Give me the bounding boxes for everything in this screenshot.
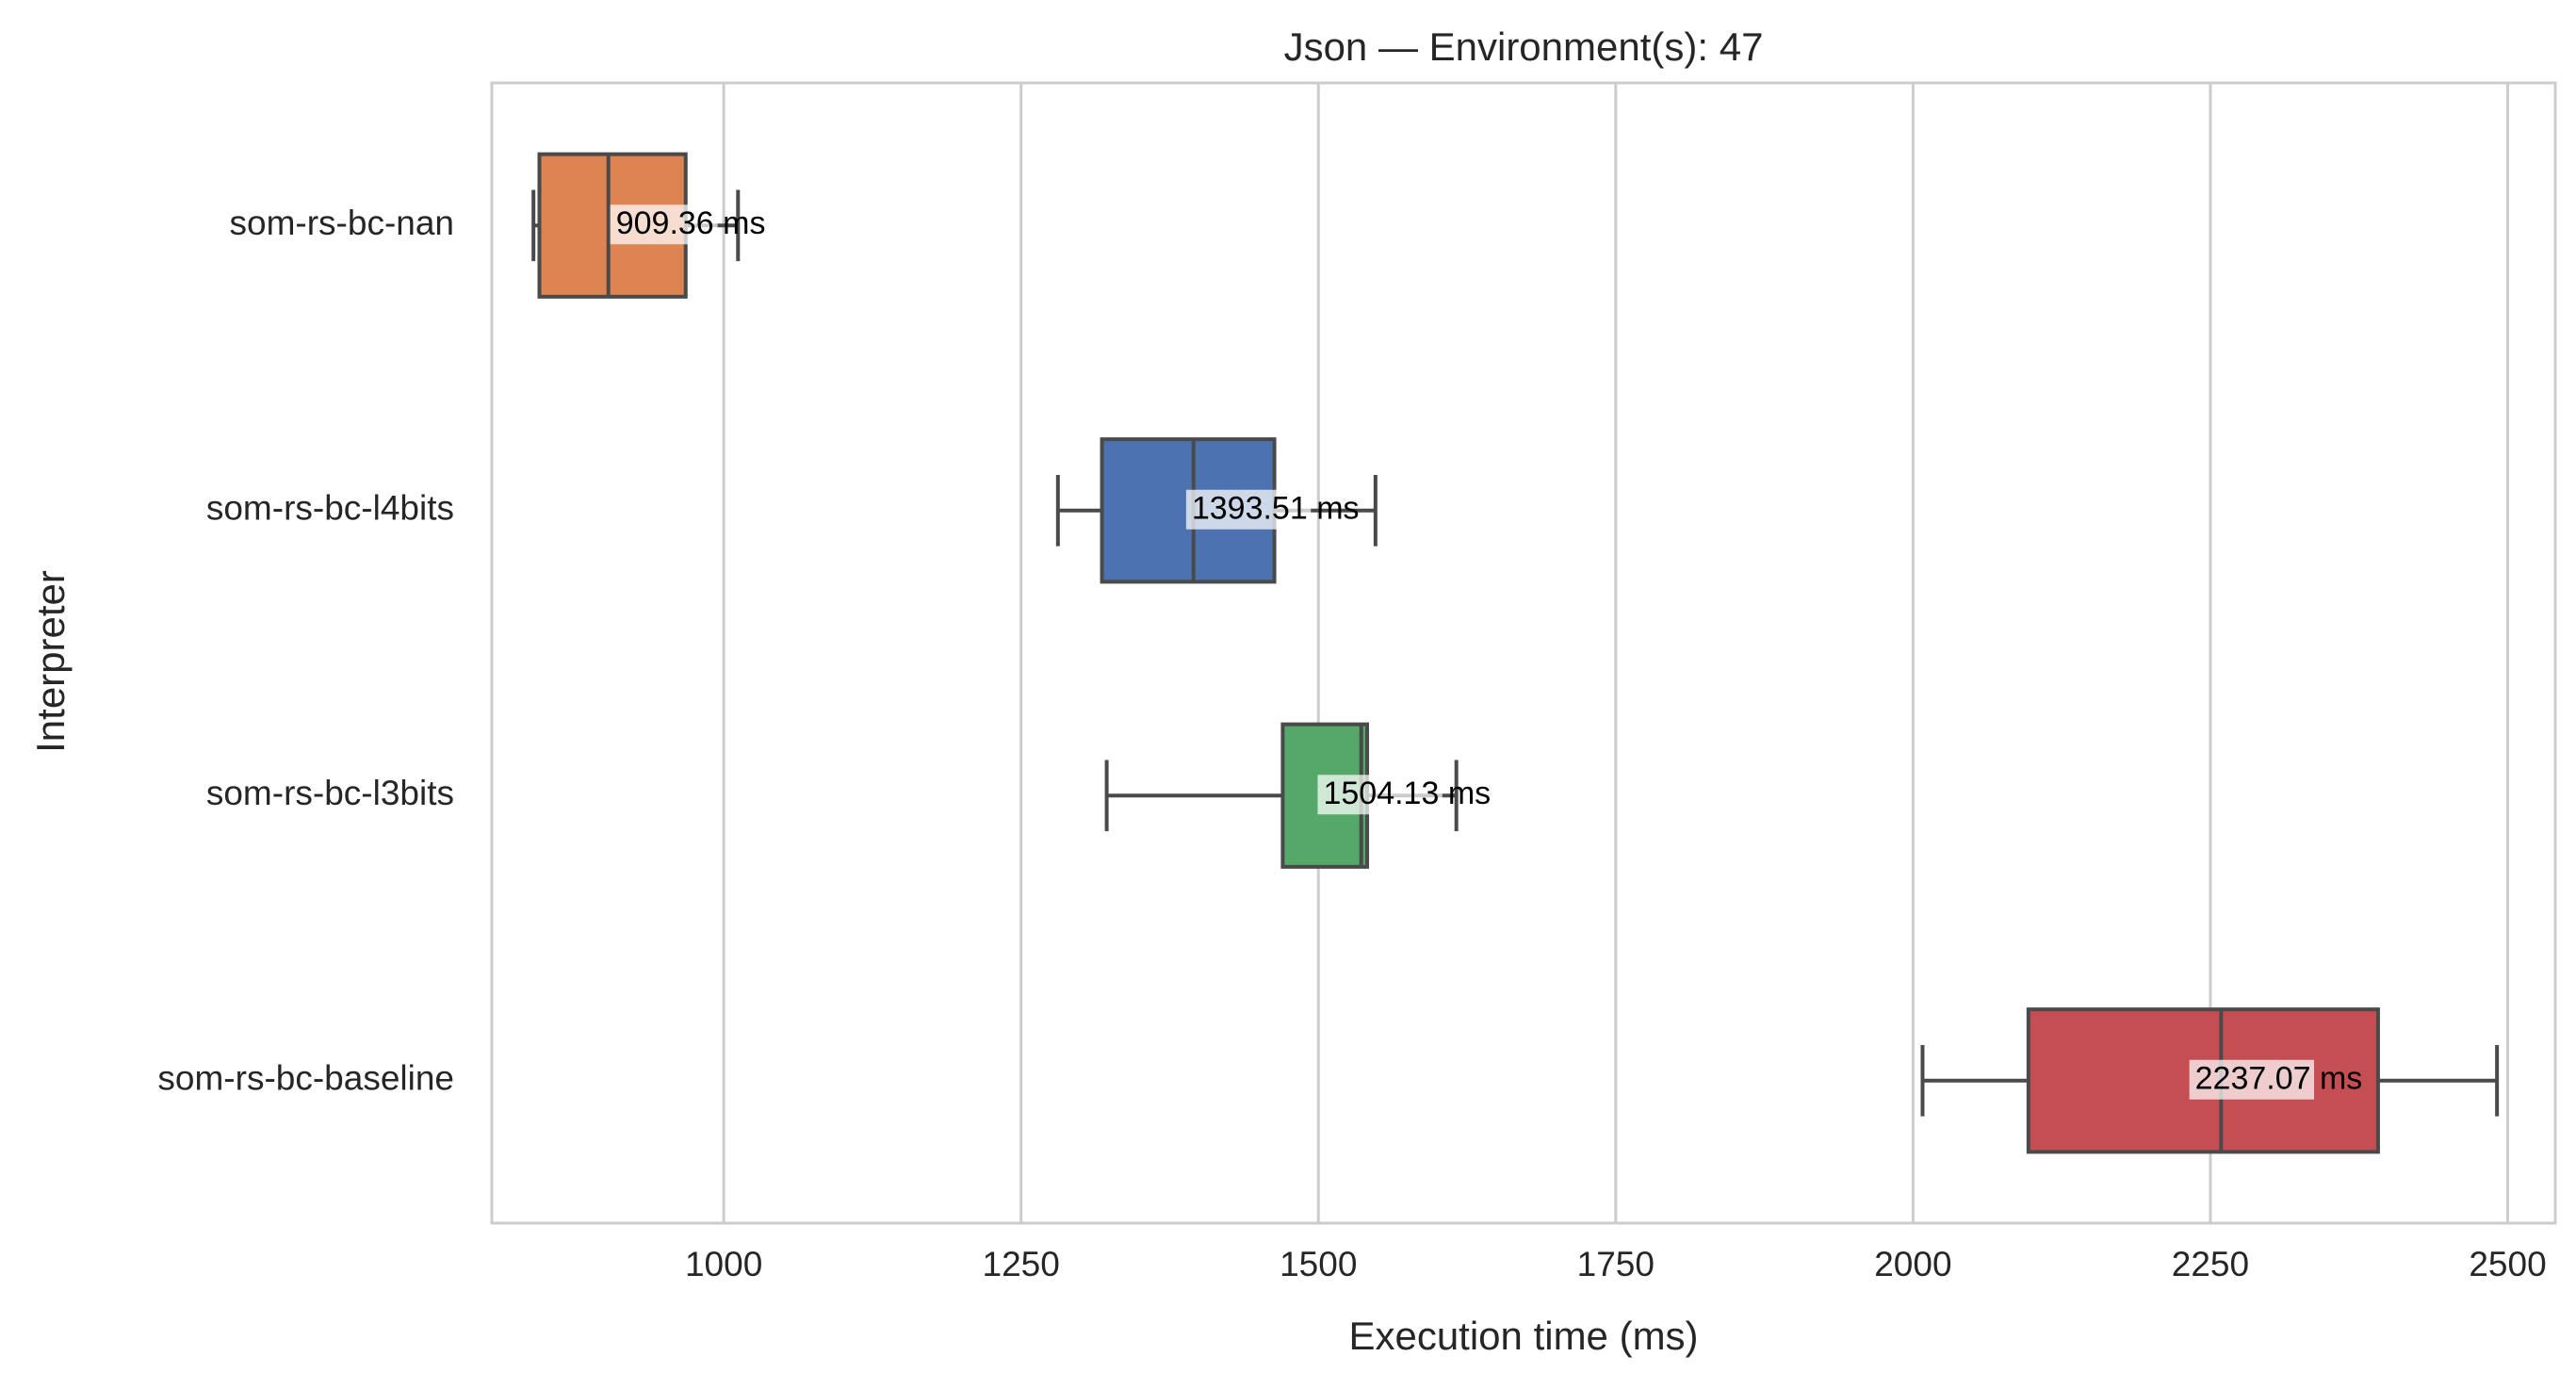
x-tick-label-1500: 1500 <box>1280 1245 1357 1283</box>
gridlines <box>722 83 2510 1223</box>
chart-title: Json — Environment(s): 47 <box>1284 25 1764 69</box>
mean-labels: 909.36 ms 1393.51 ms 1504.13 ms 2237.07 ms <box>610 204 2363 1100</box>
plot-frame <box>490 81 2557 1225</box>
y-tick-label-som-rs-bc-nan: som-rs-bc-nan <box>230 204 455 242</box>
x-axis-ticks: 1000 1250 1500 1750 2000 2250 2500 <box>685 1245 2547 1283</box>
x-axis-label: Execution time (ms) <box>1348 1314 1698 1358</box>
mean-label-background <box>610 204 718 245</box>
box-som-rs-bc-baseline <box>1920 1007 2500 1154</box>
mean-label-som-rs-bc-baseline: 2237.07 ms <box>2195 1061 2363 1097</box>
mean-label-som-rs-bc-nan: 909.36 ms <box>616 205 766 241</box>
mean-label-som-rs-bc-l4bits: 1393.51 ms <box>1192 491 1360 527</box>
y-axis-label: Interpreter <box>28 570 73 753</box>
y-axis-ticks: som-rs-bc-nan som-rs-bc-l4bits som-rs-bc-l… <box>157 204 454 1098</box>
mean-label-background <box>1185 489 1312 530</box>
mean-label-background <box>2189 1059 2314 1100</box>
x-tick-label-2000: 2000 <box>1874 1245 1951 1283</box>
x-tick-label-1000: 1000 <box>685 1245 762 1283</box>
x-tick-label-1750: 1750 <box>1577 1245 1655 1283</box>
mean-label-background <box>1317 775 1443 815</box>
mean-label-som-rs-bc-l3bits: 1504.13 ms <box>1323 776 1491 811</box>
x-tick-label-1250: 1250 <box>983 1245 1060 1283</box>
box-plot-series <box>531 152 2500 1154</box>
y-tick-label-som-rs-bc-baseline: som-rs-bc-baseline <box>157 1059 454 1098</box>
y-tick-label-som-rs-bc-l3bits: som-rs-bc-l3bits <box>206 774 454 812</box>
x-tick-label-2500: 2500 <box>2469 1245 2546 1283</box>
x-tick-label-2250: 2250 <box>2172 1245 2249 1283</box>
y-tick-label-som-rs-bc-l4bits: som-rs-bc-l4bits <box>206 489 454 528</box>
